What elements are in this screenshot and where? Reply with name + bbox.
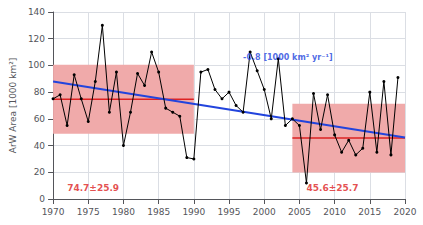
svg-text:80: 80 xyxy=(34,87,46,97)
svg-text:ArW Area [1000 km²]: ArW Area [1000 km²] xyxy=(8,58,18,154)
svg-text:2005: 2005 xyxy=(288,207,311,217)
svg-text:-0.8 [1000 km² yr⁻¹]: -0.8 [1000 km² yr⁻¹] xyxy=(243,53,332,62)
svg-text:1975: 1975 xyxy=(77,207,100,217)
svg-text:1970: 1970 xyxy=(42,207,65,217)
svg-text:20: 20 xyxy=(34,167,46,177)
svg-text:2010: 2010 xyxy=(323,207,346,217)
svg-text:45.6±25.7: 45.6±25.7 xyxy=(306,183,358,193)
svg-text:2020: 2020 xyxy=(394,207,417,217)
svg-text:1980: 1980 xyxy=(112,207,135,217)
svg-text:1985: 1985 xyxy=(147,207,170,217)
svg-text:2000: 2000 xyxy=(253,207,276,217)
svg-text:60: 60 xyxy=(34,114,46,124)
svg-text:1995: 1995 xyxy=(218,207,241,217)
svg-text:74.7±25.9: 74.7±25.9 xyxy=(67,183,119,193)
svg-text:0: 0 xyxy=(39,194,45,204)
svg-text:140: 140 xyxy=(28,7,45,17)
svg-text:120: 120 xyxy=(28,34,45,44)
svg-text:2015: 2015 xyxy=(358,207,381,217)
svg-text:40: 40 xyxy=(34,141,46,151)
svg-text:1990: 1990 xyxy=(182,207,205,217)
svg-text:100: 100 xyxy=(28,60,45,70)
